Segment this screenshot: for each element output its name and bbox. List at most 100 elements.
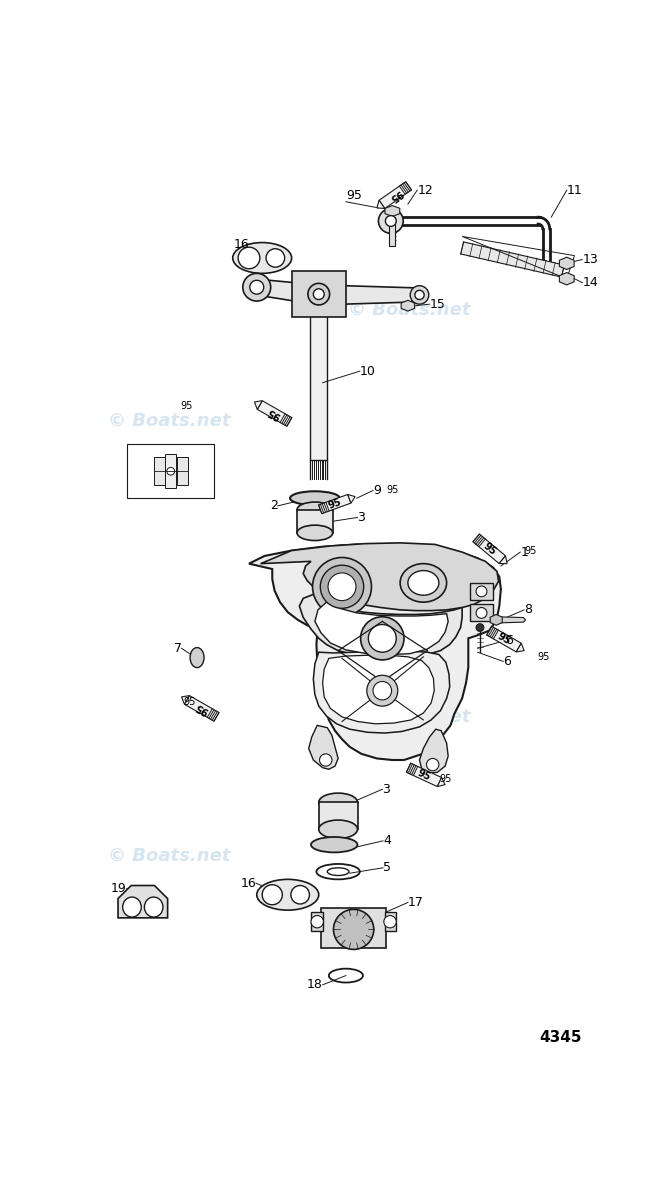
Text: 4345: 4345 (540, 1030, 582, 1045)
Bar (321, 908, 386, 948)
Ellipse shape (400, 564, 447, 602)
Text: 95: 95 (416, 768, 432, 782)
Text: 6: 6 (505, 634, 513, 647)
Text: 18: 18 (306, 978, 323, 991)
Polygon shape (379, 181, 411, 209)
Text: 13: 13 (583, 253, 598, 266)
Polygon shape (313, 652, 449, 733)
Text: 95: 95 (327, 497, 343, 511)
Ellipse shape (476, 586, 487, 596)
Text: 14: 14 (583, 276, 598, 289)
Polygon shape (260, 542, 499, 611)
Bar (470, 605, 493, 622)
Bar (127, 444, 214, 498)
Text: 95: 95 (180, 401, 192, 410)
Polygon shape (516, 643, 524, 652)
Ellipse shape (308, 283, 330, 305)
Text: 3: 3 (357, 511, 365, 524)
Text: 12: 12 (417, 184, 433, 197)
Ellipse shape (320, 754, 332, 766)
Ellipse shape (311, 916, 324, 928)
Text: 5: 5 (383, 862, 391, 875)
Text: 95: 95 (496, 631, 512, 647)
Ellipse shape (144, 898, 163, 917)
Polygon shape (461, 242, 564, 277)
Polygon shape (292, 271, 346, 317)
Ellipse shape (290, 491, 339, 505)
Text: 7: 7 (173, 642, 182, 655)
Ellipse shape (476, 607, 487, 618)
Ellipse shape (190, 648, 204, 667)
Polygon shape (249, 545, 501, 760)
Polygon shape (473, 534, 505, 564)
Ellipse shape (360, 617, 404, 660)
Polygon shape (185, 696, 219, 721)
Ellipse shape (123, 898, 141, 917)
Polygon shape (348, 494, 355, 503)
Ellipse shape (415, 290, 424, 300)
Ellipse shape (312, 558, 372, 616)
Text: 95: 95 (481, 541, 498, 557)
Text: 1: 1 (520, 546, 528, 559)
Polygon shape (319, 494, 351, 514)
Polygon shape (182, 696, 190, 704)
Ellipse shape (238, 247, 260, 269)
Ellipse shape (233, 242, 292, 274)
Ellipse shape (266, 248, 285, 268)
Text: 95: 95 (386, 485, 399, 494)
Text: 2: 2 (270, 499, 277, 512)
Ellipse shape (367, 676, 398, 706)
Polygon shape (257, 401, 292, 426)
Text: 11: 11 (567, 184, 583, 197)
Ellipse shape (319, 793, 357, 811)
Ellipse shape (319, 820, 357, 839)
Bar (389, 217, 395, 246)
Ellipse shape (410, 286, 429, 304)
Text: 95: 95 (387, 187, 404, 203)
Text: 95: 95 (524, 546, 536, 556)
Polygon shape (310, 294, 328, 460)
Ellipse shape (476, 624, 484, 631)
Ellipse shape (313, 289, 324, 300)
Bar (311, 912, 323, 931)
Text: 17: 17 (408, 896, 424, 908)
Bar (470, 583, 493, 600)
Ellipse shape (384, 916, 396, 928)
Polygon shape (308, 725, 338, 769)
Text: 95: 95 (439, 774, 451, 785)
Bar (297, 510, 333, 533)
Text: 4: 4 (383, 834, 391, 847)
Polygon shape (299, 594, 462, 658)
Ellipse shape (386, 216, 396, 227)
Bar (154, 457, 165, 485)
Polygon shape (315, 602, 448, 654)
Ellipse shape (333, 910, 374, 949)
Text: 16: 16 (233, 238, 249, 251)
Text: 9: 9 (373, 484, 381, 497)
Polygon shape (253, 278, 420, 305)
Ellipse shape (262, 884, 282, 905)
Polygon shape (499, 556, 507, 564)
Ellipse shape (291, 886, 310, 904)
Text: © Boats.net: © Boats.net (348, 708, 471, 726)
Polygon shape (559, 257, 574, 270)
Ellipse shape (167, 467, 175, 475)
Ellipse shape (297, 526, 333, 540)
Bar (165, 455, 176, 488)
Polygon shape (496, 617, 526, 623)
Polygon shape (401, 300, 415, 311)
Polygon shape (559, 272, 574, 284)
Ellipse shape (311, 838, 357, 852)
Ellipse shape (378, 209, 403, 233)
Ellipse shape (368, 624, 396, 653)
Bar (385, 912, 396, 931)
Text: 6: 6 (503, 655, 511, 668)
Polygon shape (407, 763, 442, 786)
Text: © Boats.net: © Boats.net (108, 846, 231, 864)
Text: © Boats.net: © Boats.net (108, 413, 231, 431)
Text: 10: 10 (360, 365, 376, 378)
Text: 95: 95 (266, 406, 283, 421)
Ellipse shape (250, 281, 264, 294)
Text: 95: 95 (193, 701, 210, 716)
Polygon shape (438, 778, 445, 786)
